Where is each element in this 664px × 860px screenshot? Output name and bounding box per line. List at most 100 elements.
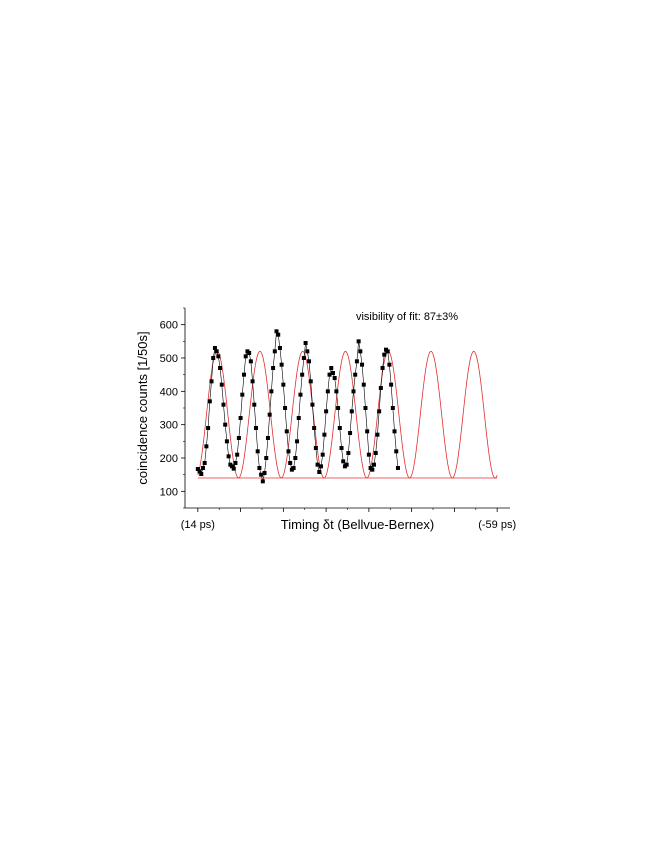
data-point [354, 359, 359, 364]
data-point [313, 446, 318, 450]
data-point [274, 329, 279, 334]
data-point [301, 356, 306, 360]
data-point [281, 382, 286, 387]
data-point [271, 366, 276, 370]
data-point [339, 446, 344, 450]
data-point [324, 409, 329, 414]
data-point [312, 426, 317, 430]
data-point [211, 356, 216, 360]
data-point [385, 349, 390, 354]
data-point [269, 389, 274, 394]
y-tick-label: 400 [160, 386, 178, 398]
data-point [378, 386, 383, 390]
data-point [341, 459, 346, 464]
data-series-line [197, 330, 399, 482]
data-point [288, 461, 293, 465]
data-point [252, 402, 257, 407]
data-point [238, 416, 243, 420]
data-point [377, 409, 382, 414]
data-point [236, 436, 241, 440]
data-point [325, 389, 330, 394]
data-point [265, 436, 270, 440]
data-point [349, 409, 354, 414]
data-point [233, 461, 238, 465]
data-point [207, 399, 212, 404]
data-point [372, 462, 377, 467]
data-point [360, 362, 365, 367]
data-point [230, 464, 235, 469]
data-point [389, 382, 394, 387]
data-point [235, 452, 240, 457]
data-point [392, 429, 397, 434]
data-point [284, 429, 289, 434]
data-point [242, 372, 247, 377]
data-point [330, 371, 335, 375]
data-point [305, 349, 310, 354]
data-point [293, 456, 298, 460]
data-point [276, 332, 281, 337]
data-point [291, 466, 296, 470]
data-point [231, 466, 236, 471]
data-point [279, 362, 284, 367]
data-point [318, 464, 323, 469]
data-point [363, 406, 368, 410]
data-point [206, 426, 211, 430]
data-point [240, 392, 245, 397]
data-point [366, 452, 371, 457]
y-tick-label: 200 [160, 453, 178, 465]
data-point [209, 379, 214, 384]
data-point [307, 359, 312, 364]
data-point [365, 429, 370, 434]
data-point [262, 471, 267, 475]
data-point [255, 449, 260, 454]
data-point [356, 339, 361, 344]
data-point [253, 426, 258, 430]
data-point [212, 346, 217, 350]
data-point [320, 452, 325, 457]
data-point [329, 366, 334, 370]
data-point [382, 352, 387, 357]
data-point [202, 461, 207, 465]
data-point [219, 382, 224, 387]
data-point [296, 416, 301, 420]
x-tick-label: (-59 ps) [478, 519, 516, 531]
data-point [351, 389, 356, 394]
data-point [358, 349, 363, 354]
y-tick-label: 300 [160, 420, 178, 432]
data-point [247, 351, 252, 355]
data-point [298, 392, 303, 397]
data-point [224, 439, 229, 444]
y-tick-label: 100 [160, 486, 178, 498]
data-point [223, 422, 228, 427]
data-point [221, 402, 226, 407]
data-point [267, 412, 272, 417]
data-point [373, 451, 378, 455]
data-point [380, 366, 385, 370]
data-point [226, 454, 231, 459]
data-point [334, 389, 339, 394]
data-point [197, 469, 202, 474]
data-point [370, 467, 375, 472]
fit-layer [197, 350, 498, 479]
data-point [283, 406, 288, 410]
data-point [259, 472, 264, 477]
data-point [348, 431, 353, 435]
data-point [264, 456, 269, 460]
data-point [336, 406, 341, 410]
data-point [375, 432, 380, 437]
data-point [218, 366, 223, 370]
data-point [353, 372, 358, 377]
data-point [250, 379, 255, 384]
data-point [344, 462, 349, 467]
data-point [286, 449, 291, 454]
fit-curve [197, 350, 498, 479]
x-tick-label: (14 ps) [181, 519, 215, 531]
data-point [204, 444, 209, 449]
y-tick-label: 600 [160, 320, 178, 332]
y-tick-label: 500 [160, 353, 178, 365]
data-point [300, 372, 305, 377]
data-point [260, 479, 265, 484]
data-point [315, 462, 320, 467]
data-point [257, 466, 262, 470]
